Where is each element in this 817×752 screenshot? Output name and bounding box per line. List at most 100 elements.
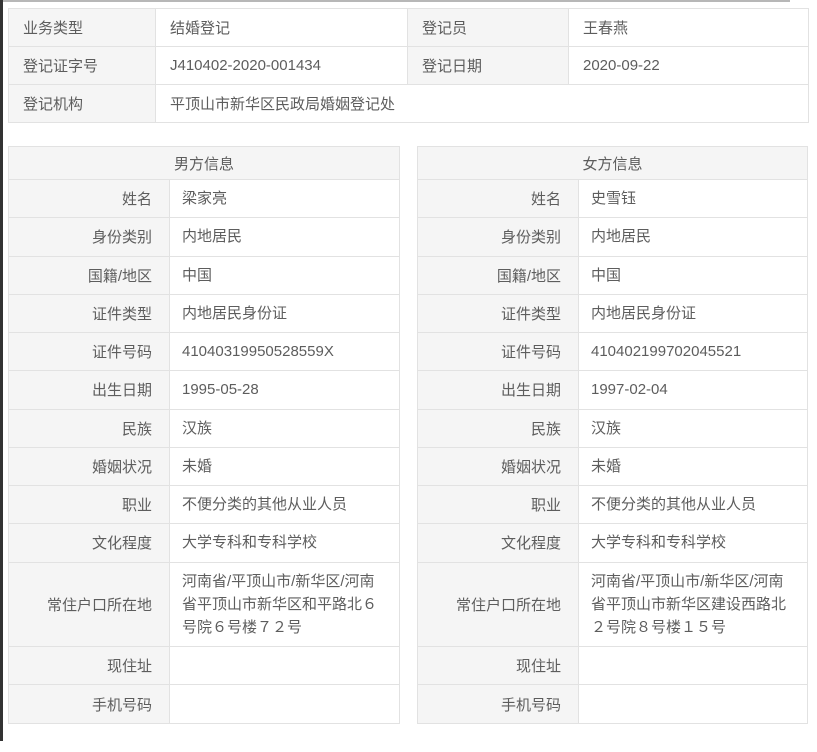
field-row-nationality: 国籍/地区 中国 — [418, 256, 807, 295]
field-row-name: 姓名 史雪钰 — [418, 180, 807, 219]
field-value: 未婚 — [591, 457, 622, 475]
field-value: 410402199702045521 — [591, 343, 742, 360]
field-value — [170, 685, 399, 723]
field-row-education: 文化程度 大学专科和专科学校 — [418, 524, 807, 563]
field-row-mobile-number: 手机号码 — [418, 685, 807, 724]
field-label: 常住户口所在地 — [418, 562, 579, 647]
field-row-current-address: 现住址 — [418, 647, 807, 686]
field-label: 婚姻状况 — [9, 447, 170, 485]
party-panels: 男方信息 姓名 梁家亮 身份类别 内地居民 国籍/地区 中国 证件类型 内地居民… — [8, 146, 808, 725]
field-row-id-type: 证件类型 内地居民身份证 — [9, 294, 399, 333]
business-type-value: 结婚登记 — [155, 8, 408, 47]
field-value — [170, 647, 399, 684]
field-value: 大学专科和专科学校 — [182, 534, 318, 552]
field-row-marital-status: 婚姻状况 未婚 — [418, 447, 807, 486]
field-label: 手机号码 — [418, 685, 579, 724]
field-value: 内地居民身份证 — [182, 304, 288, 322]
field-label: 身份类别 — [418, 218, 579, 256]
field-label: 出生日期 — [418, 371, 579, 409]
field-label: 职业 — [9, 486, 170, 524]
field-row-marital-status: 婚姻状况 未婚 — [9, 447, 399, 486]
field-row-household-address: 常住户口所在地 河南省/平顶山市/新华区/河南省平顶山市新华区建设西路北２号院８… — [418, 562, 807, 648]
field-label: 身份类别 — [9, 218, 170, 256]
field-value: 未婚 — [182, 457, 213, 475]
field-label: 民族 — [418, 409, 579, 447]
record-content: 业务类型 结婚登记 登记员 王春燕 登记证字号 J410402-2020-001… — [8, 8, 809, 725]
summary-row-agency: 登记机构 平顶山市新华区民政局婚姻登记处 — [8, 84, 809, 123]
field-label: 证件类型 — [9, 294, 170, 332]
field-row-identity-type: 身份类别 内地居民 — [9, 218, 399, 257]
left-edge-line — [0, 0, 3, 741]
registration-date-label: 登记日期 — [407, 46, 569, 85]
certificate-number-label: 登记证字号 — [8, 46, 156, 85]
field-value — [579, 685, 807, 723]
field-row-education: 文化程度 大学专科和专科学校 — [9, 524, 399, 563]
registration-summary-table: 业务类型 结婚登记 登记员 王春燕 登记证字号 J410402-2020-001… — [8, 8, 809, 123]
field-label: 婚姻状况 — [418, 447, 579, 485]
panel-title-female: 女方信息 — [418, 147, 807, 180]
field-value: 中国 — [591, 266, 622, 284]
field-value: 1997-02-04 — [591, 381, 668, 399]
field-row-identity-type: 身份类别 内地居民 — [418, 218, 807, 257]
registration-date-value: 2020-09-22 — [568, 46, 809, 85]
summary-row-business: 业务类型 结婚登记 登记员 王春燕 — [8, 8, 809, 47]
field-value: 梁家亮 — [182, 190, 228, 207]
certificate-number-value: J410402-2020-001434 — [155, 46, 408, 85]
field-row-mobile-number: 手机号码 — [9, 685, 399, 724]
field-value: 不便分类的其他从业人员 — [182, 496, 348, 513]
field-label: 现住址 — [418, 647, 579, 685]
field-row-id-number: 证件号码 41040319950528559X — [9, 333, 399, 372]
field-row-id-type: 证件类型 内地居民身份证 — [418, 294, 807, 333]
field-label: 国籍/地区 — [9, 256, 170, 294]
field-value: 内地居民 — [182, 228, 243, 246]
field-value: 史雪钰 — [591, 190, 637, 207]
field-value: 1995-05-28 — [182, 381, 259, 399]
summary-row-certificate: 登记证字号 J410402-2020-001434 登记日期 2020-09-2… — [8, 46, 809, 85]
field-row-birth-date: 出生日期 1997-02-04 — [418, 371, 807, 410]
top-edge-line — [3, 0, 790, 2]
field-value — [579, 647, 807, 684]
field-value: 中国 — [182, 266, 213, 284]
field-row-birth-date: 出生日期 1995-05-28 — [9, 371, 399, 410]
field-value: 河南省/平顶山市/新华区/河南省平顶山市新华区建设西路北２号院８号楼１５号 — [591, 572, 787, 637]
field-label: 证件号码 — [9, 333, 170, 371]
female-party-panel: 女方信息 姓名 史雪钰 身份类别 内地居民 国籍/地区 中国 证件类型 内地居民… — [417, 146, 808, 725]
field-value: 河南省/平顶山市/新华区/河南省平顶山市新华区和平路北６号院６号楼７２号 — [182, 572, 378, 637]
field-label: 现住址 — [9, 647, 170, 685]
field-label: 国籍/地区 — [418, 256, 579, 294]
field-value: 内地居民身份证 — [591, 304, 697, 322]
panel-title-male: 男方信息 — [9, 147, 399, 180]
field-label: 出生日期 — [9, 371, 170, 409]
field-label: 证件类型 — [418, 294, 579, 332]
field-label: 手机号码 — [9, 685, 170, 724]
field-label: 证件号码 — [418, 333, 579, 371]
field-row-ethnicity: 民族 汉族 — [418, 409, 807, 448]
field-row-current-address: 现住址 — [9, 647, 399, 686]
panel-body: 姓名 史雪钰 身份类别 内地居民 国籍/地区 中国 证件类型 内地居民身份证 证… — [418, 180, 807, 724]
field-value: 41040319950528559X — [182, 343, 334, 360]
field-row-occupation: 职业 不便分类的其他从业人员 — [418, 486, 807, 525]
field-label: 文化程度 — [418, 524, 579, 562]
field-row-household-address: 常住户口所在地 河南省/平顶山市/新华区/河南省平顶山市新华区和平路北６号院６号… — [9, 562, 399, 648]
panel-body: 姓名 梁家亮 身份类别 内地居民 国籍/地区 中国 证件类型 内地居民身份证 证… — [9, 180, 399, 724]
field-row-occupation: 职业 不便分类的其他从业人员 — [9, 486, 399, 525]
field-row-name: 姓名 梁家亮 — [9, 180, 399, 219]
registration-agency-value: 平顶山市新华区民政局婚姻登记处 — [155, 84, 809, 123]
field-label: 文化程度 — [9, 524, 170, 562]
field-row-nationality: 国籍/地区 中国 — [9, 256, 399, 295]
business-type-label: 业务类型 — [8, 8, 156, 47]
registrar-value: 王春燕 — [568, 8, 809, 47]
field-label: 姓名 — [418, 180, 579, 218]
field-value: 汉族 — [591, 419, 622, 437]
field-label: 常住户口所在地 — [9, 562, 170, 647]
field-value: 汉族 — [182, 419, 213, 437]
registrar-label: 登记员 — [407, 8, 569, 47]
registration-agency-label: 登记机构 — [8, 84, 156, 123]
field-row-id-number: 证件号码 410402199702045521 — [418, 333, 807, 372]
field-value: 大学专科和专科学校 — [591, 534, 727, 552]
field-label: 职业 — [418, 486, 579, 524]
male-party-panel: 男方信息 姓名 梁家亮 身份类别 内地居民 国籍/地区 中国 证件类型 内地居民… — [8, 146, 400, 725]
field-value: 内地居民 — [591, 228, 652, 246]
field-value: 不便分类的其他从业人员 — [591, 496, 757, 513]
